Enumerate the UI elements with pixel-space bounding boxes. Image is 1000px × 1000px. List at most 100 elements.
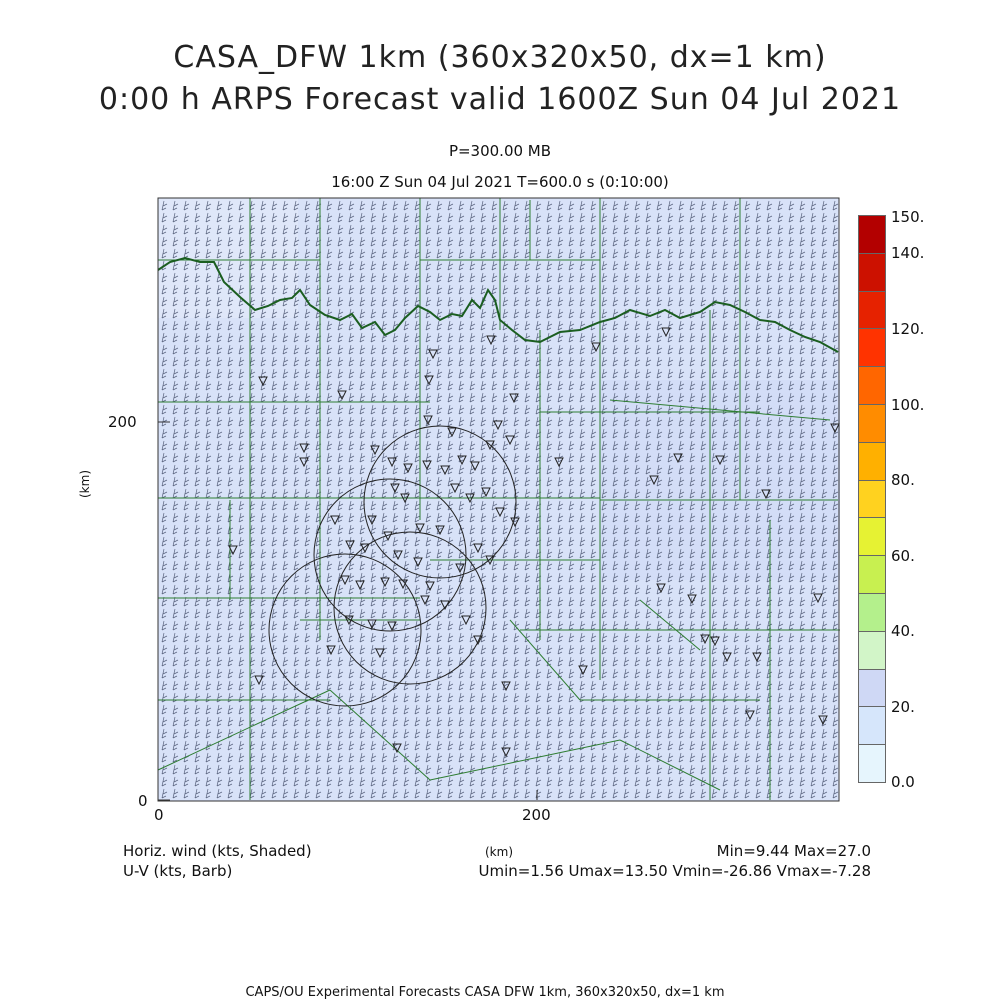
wind-barb: [370, 428, 377, 439]
wind-barb: [557, 380, 564, 391]
wind-barb: [524, 788, 531, 799]
wind-barb: [326, 620, 333, 631]
wind-barb: [788, 440, 795, 451]
wind-barb: [821, 368, 828, 379]
wind-barb: [590, 716, 597, 727]
wind-barb: [513, 728, 520, 739]
wind-barb: [535, 224, 542, 235]
wind-barb: [392, 332, 399, 343]
wind-barb: [326, 368, 333, 379]
wind-barb: [579, 236, 586, 247]
wind-barb: [502, 512, 509, 523]
wind-barb: [821, 548, 828, 559]
station-marker: [337, 390, 347, 401]
wind-barb: [326, 428, 333, 439]
wind-barb: [777, 560, 784, 571]
wind-barb: [634, 224, 641, 235]
wind-barb: [260, 776, 267, 787]
wind-barb: [777, 488, 784, 499]
wind-barb: [172, 200, 179, 211]
wind-barb: [172, 296, 179, 307]
wind-barb: [172, 560, 179, 571]
wind-barb: [689, 572, 696, 583]
wind-barb: [359, 464, 366, 475]
wind-barb: [348, 776, 355, 787]
wind-barb: [348, 620, 355, 631]
wind-barb: [821, 356, 828, 367]
wind-barb: [337, 404, 344, 415]
wind-barb: [656, 200, 663, 211]
wind-barb: [414, 584, 421, 595]
wind-barb: [766, 368, 773, 379]
wind-barb: [183, 272, 190, 283]
colorbar-box: [858, 630, 886, 670]
wind-barb: [183, 788, 190, 799]
wind-barb: [469, 476, 476, 487]
wind-barb: [799, 692, 806, 703]
wind-barb: [403, 656, 410, 667]
wind-barb: [777, 464, 784, 475]
wind-barb: [436, 704, 443, 715]
wind-barb: [524, 656, 531, 667]
wind-barb: [491, 272, 498, 283]
wind-barb: [579, 524, 586, 535]
wind-barb: [480, 224, 487, 235]
wind-barb: [700, 536, 707, 547]
wind-barb: [381, 500, 388, 511]
wind-barb: [359, 644, 366, 655]
wind-barb: [260, 632, 267, 643]
wind-barb: [821, 476, 828, 487]
wind-barb: [447, 404, 454, 415]
wind-barb: [755, 524, 762, 535]
wind-barb: [777, 656, 784, 667]
wind-barb: [612, 728, 619, 739]
wind-barb: [491, 344, 498, 355]
wind-barb: [623, 440, 630, 451]
wind-barb: [414, 284, 421, 295]
wind-barb: [810, 440, 817, 451]
wind-barb: [194, 428, 201, 439]
wind-barb: [293, 260, 300, 271]
station-marker: [505, 435, 515, 446]
wind-barb: [579, 536, 586, 547]
wind-barb: [590, 512, 597, 523]
wind-barb: [623, 296, 630, 307]
wind-barb: [348, 584, 355, 595]
wind-barb: [766, 320, 773, 331]
wind-barb: [689, 680, 696, 691]
wind-barb: [722, 632, 729, 643]
wind-barb: [337, 248, 344, 259]
wind-barb: [810, 320, 817, 331]
wind-barb: [634, 392, 641, 403]
wind-barb: [414, 452, 421, 463]
wind-barb: [579, 476, 586, 487]
wind-barb: [238, 236, 245, 247]
wind-barb: [436, 692, 443, 703]
wind-barb: [370, 368, 377, 379]
wind-barb: [447, 584, 454, 595]
wind-barb: [491, 596, 498, 607]
wind-barb: [733, 200, 740, 211]
wind-barb: [777, 572, 784, 583]
wind-barb: [491, 668, 498, 679]
wind-barb: [645, 524, 652, 535]
wind-barb: [348, 476, 355, 487]
wind-barb: [634, 776, 641, 787]
wind-barb: [425, 704, 432, 715]
wind-barb: [689, 296, 696, 307]
wind-barb: [722, 536, 729, 547]
station-marker: [485, 440, 495, 451]
wind-barb: [810, 548, 817, 559]
wind-barb: [469, 356, 476, 367]
wind-barb: [579, 380, 586, 391]
wind-barb: [458, 692, 465, 703]
wind-barb: [799, 344, 806, 355]
wind-barb: [810, 500, 817, 511]
wind-barb: [546, 764, 553, 775]
wind-barb: [326, 200, 333, 211]
wind-barb: [370, 356, 377, 367]
station-marker: [813, 593, 823, 604]
wind-barb: [524, 428, 531, 439]
wind-barb: [414, 716, 421, 727]
wind-barb: [546, 308, 553, 319]
